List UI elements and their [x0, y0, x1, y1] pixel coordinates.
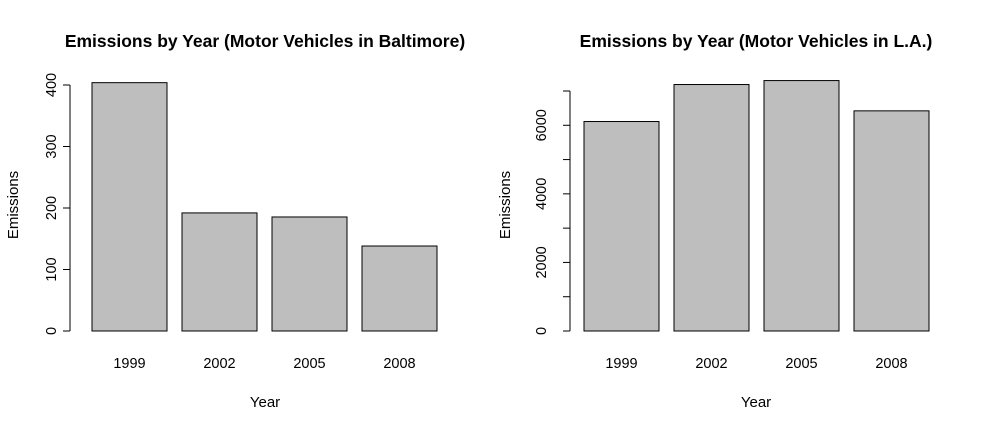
y-tick-label: 400	[44, 73, 60, 97]
x-tick-label: 2008	[875, 356, 907, 372]
x-axis-label: Year	[250, 394, 280, 411]
y-tick-label: 2000	[534, 246, 550, 278]
bar-2002	[673, 84, 750, 332]
chart-title: Emissions by Year (Motor Vehicles in L.A…	[580, 31, 933, 51]
bars-group	[583, 80, 930, 332]
x-tick-labels: 1999 2002 2005 2008	[605, 356, 907, 372]
bar-2002	[181, 212, 258, 332]
chart-panel-baltimore: Emissions by Year (Motor Vehicles in Bal…	[5, 31, 465, 411]
bar-2005	[271, 216, 348, 332]
bar-2008	[853, 110, 930, 332]
x-tick-label: 2008	[383, 356, 415, 372]
x-tick-label: 2005	[293, 356, 325, 372]
x-tick-label: 2002	[203, 356, 235, 372]
x-axis-label: Year	[741, 394, 771, 411]
x-tick-label: 1999	[605, 356, 637, 372]
y-tick-label: 0	[534, 327, 550, 335]
y-tick-label: 100	[44, 257, 60, 281]
y-tick-label: 4000	[534, 178, 550, 210]
y-tick-label: 0	[44, 327, 60, 335]
chart-title: Emissions by Year (Motor Vehicles in Bal…	[65, 31, 465, 51]
x-tick-labels: 1999 2002 2005 2008	[113, 356, 415, 372]
y-tick-label: 6000	[534, 109, 550, 141]
y-axis: 0 100 200 300 400	[44, 73, 71, 335]
bars-group	[91, 82, 438, 332]
x-tick-label: 1999	[113, 356, 145, 372]
y-axis: 0 2000 4000 6000	[534, 90, 571, 335]
y-axis-label: Emissions	[5, 171, 22, 239]
y-tick-label: 300	[44, 134, 60, 158]
bar-2005	[763, 80, 840, 332]
bar-1999	[91, 82, 168, 332]
bar-2008	[361, 245, 438, 332]
bar-1999	[583, 121, 660, 332]
y-axis-label: Emissions	[497, 171, 514, 239]
x-tick-label: 2002	[695, 356, 727, 372]
x-tick-label: 2005	[785, 356, 817, 372]
chart-panel-la: Emissions by Year (Motor Vehicles in L.A…	[497, 31, 932, 411]
y-tick-label: 200	[44, 196, 60, 220]
